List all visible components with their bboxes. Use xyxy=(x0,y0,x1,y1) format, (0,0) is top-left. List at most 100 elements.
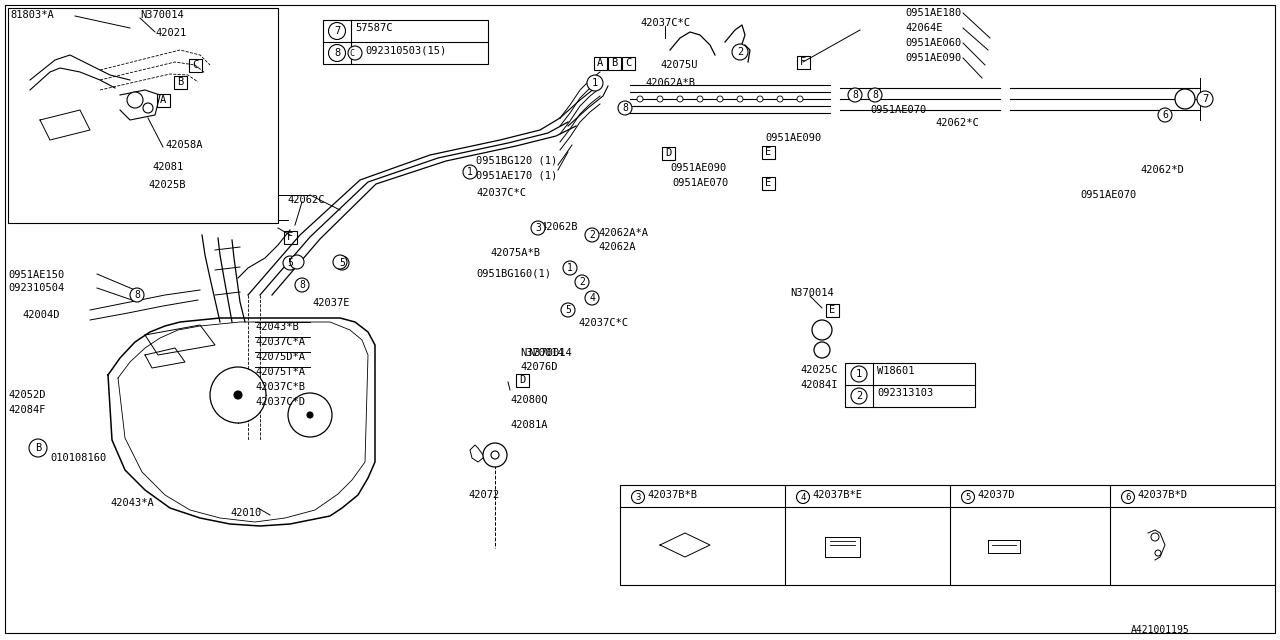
Circle shape xyxy=(1155,550,1161,556)
Text: 42081A: 42081A xyxy=(509,420,548,430)
Text: 42058A: 42058A xyxy=(165,140,202,150)
Text: 2: 2 xyxy=(856,391,863,401)
Text: 6: 6 xyxy=(1162,110,1167,120)
Text: 0951AE090: 0951AE090 xyxy=(765,133,822,143)
Bar xyxy=(796,56,809,68)
Circle shape xyxy=(561,303,575,317)
Text: 4: 4 xyxy=(800,493,805,502)
Bar xyxy=(174,76,187,88)
Bar xyxy=(283,230,297,243)
Bar xyxy=(188,58,201,72)
Text: E: E xyxy=(765,178,771,188)
Bar xyxy=(662,147,675,159)
Text: 092313103: 092313103 xyxy=(877,388,933,398)
Text: 42062A*B: 42062A*B xyxy=(645,78,695,88)
Text: N370014: N370014 xyxy=(520,348,563,358)
Text: 092310503(15): 092310503(15) xyxy=(365,45,447,55)
Circle shape xyxy=(131,288,145,302)
Circle shape xyxy=(575,275,589,289)
Text: 57587C: 57587C xyxy=(355,23,393,33)
Circle shape xyxy=(234,391,242,399)
Circle shape xyxy=(732,44,748,60)
Text: 1: 1 xyxy=(567,263,573,273)
Text: 42037C*A: 42037C*A xyxy=(255,337,305,347)
Text: F: F xyxy=(287,232,293,242)
Text: 42062B: 42062B xyxy=(540,222,577,232)
Text: D: D xyxy=(664,148,671,158)
Circle shape xyxy=(1121,490,1134,504)
Text: 42075T*A: 42075T*A xyxy=(255,367,305,377)
Text: 42010: 42010 xyxy=(230,508,261,518)
Circle shape xyxy=(348,46,362,60)
Circle shape xyxy=(483,443,507,467)
Text: 1: 1 xyxy=(467,167,472,177)
Circle shape xyxy=(333,255,347,269)
Bar xyxy=(762,145,774,159)
Text: 42037C*C: 42037C*C xyxy=(640,18,690,28)
Text: 010108160: 010108160 xyxy=(50,453,106,463)
Circle shape xyxy=(849,88,861,102)
Circle shape xyxy=(585,291,599,305)
Circle shape xyxy=(677,96,684,102)
Circle shape xyxy=(283,256,297,270)
Circle shape xyxy=(463,165,477,179)
Text: 3: 3 xyxy=(535,223,541,233)
Text: 42037C*D: 42037C*D xyxy=(255,397,305,407)
Circle shape xyxy=(127,92,143,108)
Text: B: B xyxy=(177,77,183,87)
Text: 5: 5 xyxy=(339,258,344,268)
Circle shape xyxy=(777,96,783,102)
Text: 42037E: 42037E xyxy=(312,298,349,308)
Circle shape xyxy=(143,103,154,113)
Text: 42037D: 42037D xyxy=(977,490,1015,500)
Circle shape xyxy=(657,96,663,102)
Text: 42037B*D: 42037B*D xyxy=(1137,490,1187,500)
Text: 8: 8 xyxy=(852,90,858,100)
Circle shape xyxy=(294,278,308,292)
Text: 7: 7 xyxy=(334,26,340,36)
Text: 42037B*B: 42037B*B xyxy=(646,490,698,500)
Text: E: E xyxy=(765,147,771,157)
Circle shape xyxy=(851,388,867,404)
Text: 42062A: 42062A xyxy=(598,242,635,252)
Text: B: B xyxy=(611,58,617,68)
Circle shape xyxy=(1175,89,1196,109)
Circle shape xyxy=(812,320,832,340)
Bar xyxy=(826,303,838,317)
Text: W18601: W18601 xyxy=(877,366,914,376)
Text: C: C xyxy=(349,49,355,58)
Bar xyxy=(845,363,975,407)
Bar xyxy=(156,93,169,106)
Text: 3: 3 xyxy=(635,493,641,502)
Text: 42052D: 42052D xyxy=(8,390,46,400)
Text: 5: 5 xyxy=(965,493,970,502)
Text: N370014: N370014 xyxy=(790,288,833,298)
Text: 0951AE180: 0951AE180 xyxy=(905,8,961,18)
Circle shape xyxy=(531,221,545,235)
Text: 42021: 42021 xyxy=(155,28,187,38)
Text: 42062A*A: 42062A*A xyxy=(598,228,648,238)
Circle shape xyxy=(868,88,882,102)
Text: 81803*A: 81803*A xyxy=(10,10,54,20)
Text: 42025B: 42025B xyxy=(148,180,186,190)
Text: 42062C: 42062C xyxy=(287,195,325,205)
Text: E: E xyxy=(829,305,835,315)
Text: 5: 5 xyxy=(564,305,571,315)
Text: 42080Q: 42080Q xyxy=(509,395,548,405)
Circle shape xyxy=(563,261,577,275)
Text: 0951AE070: 0951AE070 xyxy=(672,178,728,188)
Text: 42025C: 42025C xyxy=(800,365,837,375)
Text: 0951AE150: 0951AE150 xyxy=(8,270,64,280)
Text: 42004D: 42004D xyxy=(22,310,59,320)
Circle shape xyxy=(631,490,645,504)
Text: 8: 8 xyxy=(622,103,628,113)
Circle shape xyxy=(29,439,47,457)
Text: 42081: 42081 xyxy=(152,162,183,172)
Text: 0951BG120 (1): 0951BG120 (1) xyxy=(476,155,557,165)
Bar xyxy=(620,485,1275,585)
Text: D: D xyxy=(518,375,525,385)
Circle shape xyxy=(737,96,742,102)
Text: 6: 6 xyxy=(1125,493,1130,502)
Circle shape xyxy=(329,22,346,40)
Circle shape xyxy=(588,75,603,91)
